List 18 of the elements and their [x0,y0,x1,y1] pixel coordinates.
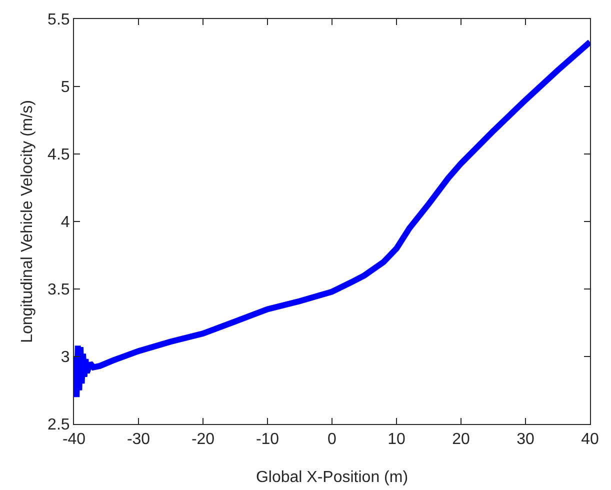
x-tick-label: 10 [388,431,406,448]
y-axis-title: Longitudinal Vehicle Velocity (m/s) [19,100,36,343]
x-tick-label: 40 [581,431,599,448]
x-tick-label: 0 [328,431,337,448]
y-tick-label: 5.5 [48,12,70,29]
y-tick-label: 4 [60,214,70,232]
x-tick-label: 20 [452,431,470,448]
x-tick-label: 30 [516,431,534,448]
x-tick-label: -40 [62,431,86,448]
y-tick-label: 2.5 [48,416,70,434]
x-tick-label: -30 [126,431,150,448]
x-tick-label: -20 [191,431,215,448]
x-axis-title: Global X-Position (m) [256,469,408,486]
y-tick-label: 4.5 [48,146,70,164]
y-tick-label: 3 [60,349,70,366]
y-tick-label: 3.5 [48,282,70,299]
x-tick-label: -10 [256,431,280,448]
y-tick-label: 5 [60,79,70,96]
